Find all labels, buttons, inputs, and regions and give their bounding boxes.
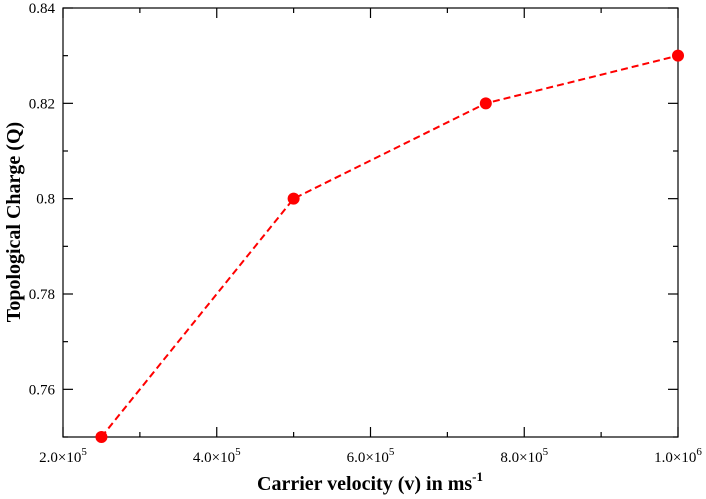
x-tick-label: 2.0×105 — [39, 446, 87, 466]
x-tick-label: 4.0×105 — [193, 446, 241, 466]
plot-frame — [62, 7, 679, 438]
series-group — [95, 49, 684, 443]
y-tick-labels: 0.76 0.78 0.8 0.82 0.84 — [29, 1, 56, 398]
y-tick-label: 0.82 — [29, 96, 55, 112]
y-tick-label: 0.78 — [29, 287, 55, 303]
data-point — [479, 97, 492, 110]
x-tick-label: 8.0×105 — [500, 446, 548, 466]
axis-ticks — [62, 7, 679, 438]
x-tick-label: 1.0×106 — [654, 446, 702, 466]
y-tick-label: 0.8 — [36, 192, 55, 208]
data-point — [672, 49, 684, 62]
y-axis-title: Topological Charge (Q) — [3, 122, 25, 322]
x-tick-labels: 2.0×105 4.0×105 6.0×105 8.0×105 1.0×106 — [39, 446, 702, 466]
x-axis-title-superscript: -1 — [472, 469, 483, 484]
y-tick-label: 0.76 — [29, 382, 56, 398]
data-point — [95, 431, 108, 443]
data-point — [287, 192, 300, 205]
series-line — [100, 54, 679, 438]
y-tick-label: 0.84 — [29, 1, 56, 17]
x-axis-title: Carrier velocity (v) in ms-1 — [257, 469, 483, 495]
x-tick-label: 6.0×105 — [347, 446, 395, 466]
